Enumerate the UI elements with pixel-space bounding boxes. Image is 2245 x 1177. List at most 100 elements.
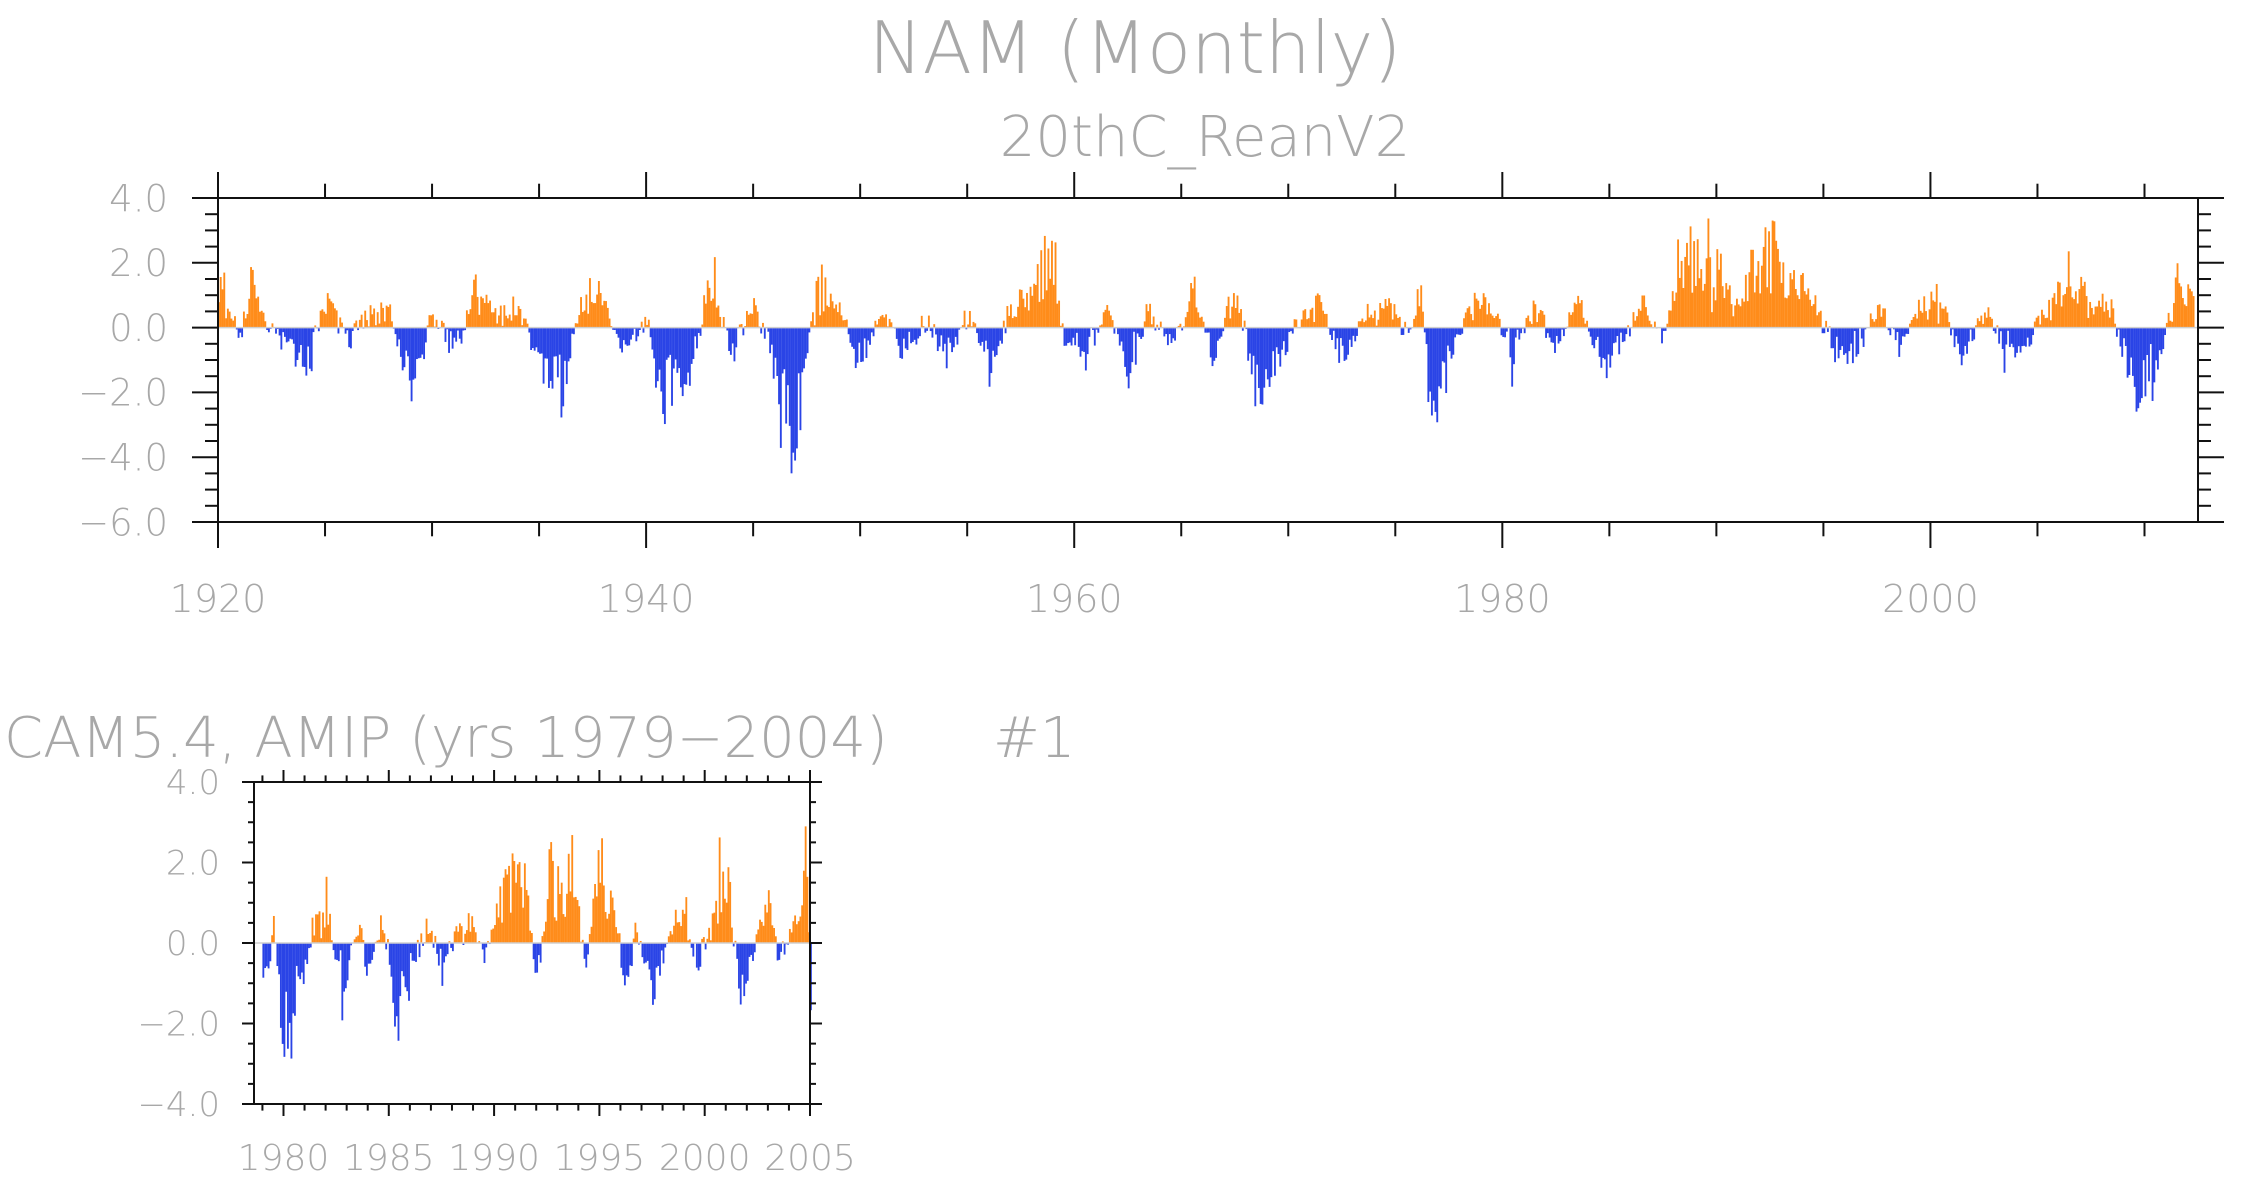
bar bbox=[678, 327, 681, 369]
bar bbox=[770, 327, 773, 345]
bar bbox=[1443, 327, 1446, 363]
bar bbox=[567, 853, 570, 943]
bar bbox=[683, 327, 686, 385]
bar bbox=[551, 327, 554, 389]
bar bbox=[1354, 327, 1357, 342]
bar bbox=[608, 913, 611, 943]
bar bbox=[1475, 298, 1478, 328]
bar bbox=[1714, 300, 1717, 328]
bar bbox=[1580, 300, 1583, 328]
bar bbox=[763, 327, 766, 339]
bar bbox=[1586, 320, 1589, 328]
bar bbox=[981, 327, 984, 342]
bar bbox=[1552, 327, 1555, 343]
bar bbox=[427, 933, 430, 943]
bar bbox=[492, 312, 495, 328]
bar bbox=[1802, 273, 1804, 328]
bar bbox=[1662, 327, 1665, 331]
bar bbox=[2180, 286, 2183, 328]
bar bbox=[1236, 295, 1239, 328]
bar bbox=[1839, 327, 1842, 350]
bar bbox=[2174, 277, 2177, 328]
bar bbox=[767, 890, 770, 943]
bar bbox=[812, 312, 814, 328]
bar bbox=[1653, 321, 1656, 328]
bar bbox=[408, 943, 410, 1001]
bar bbox=[630, 327, 632, 340]
bar bbox=[474, 932, 477, 943]
bar bbox=[1504, 327, 1506, 338]
bar bbox=[717, 305, 720, 328]
bar bbox=[1627, 325, 1630, 328]
bar bbox=[1322, 310, 1325, 328]
bar bbox=[492, 928, 495, 943]
bar bbox=[1247, 327, 1250, 361]
bar bbox=[531, 327, 534, 349]
bar bbox=[360, 314, 363, 328]
bar bbox=[895, 327, 898, 339]
bar bbox=[699, 943, 702, 967]
bar bbox=[1575, 304, 1578, 328]
bar bbox=[2173, 303, 2175, 328]
bar bbox=[1694, 285, 1697, 328]
bar bbox=[902, 327, 905, 339]
bar bbox=[2024, 327, 2027, 347]
bar bbox=[511, 853, 514, 943]
bar bbox=[776, 327, 779, 376]
bar bbox=[967, 324, 970, 328]
bar bbox=[1190, 283, 1193, 328]
bar bbox=[1523, 327, 1526, 334]
bar bbox=[1452, 327, 1455, 355]
bar bbox=[1413, 318, 1416, 328]
bar bbox=[239, 327, 242, 333]
bar bbox=[490, 929, 493, 943]
bar bbox=[2033, 321, 2036, 328]
bar bbox=[1042, 299, 1044, 328]
bar bbox=[1065, 327, 1068, 346]
bar bbox=[631, 327, 634, 335]
bar bbox=[1272, 327, 1275, 352]
bar bbox=[432, 314, 434, 328]
bar bbox=[1618, 327, 1621, 355]
bar bbox=[1554, 327, 1556, 353]
bar bbox=[595, 896, 598, 943]
bar bbox=[523, 863, 526, 943]
bar bbox=[627, 943, 630, 977]
bar bbox=[1152, 316, 1155, 328]
bar bbox=[1538, 313, 1540, 328]
bar bbox=[847, 327, 850, 335]
bar bbox=[1473, 292, 1476, 328]
bar bbox=[751, 313, 754, 328]
bar bbox=[1946, 312, 1949, 328]
bar bbox=[699, 327, 702, 336]
bar bbox=[872, 327, 875, 337]
bar bbox=[965, 327, 968, 330]
bar bbox=[904, 327, 907, 349]
y-tick-label: −2.0 bbox=[78, 372, 168, 415]
bar bbox=[592, 303, 595, 328]
bar bbox=[527, 895, 530, 943]
bar bbox=[526, 323, 529, 328]
bar bbox=[1721, 286, 1724, 328]
bar bbox=[1177, 325, 1180, 328]
bar bbox=[558, 327, 561, 355]
bar bbox=[696, 327, 698, 349]
bar bbox=[1951, 327, 1954, 330]
bar bbox=[336, 943, 338, 960]
bar bbox=[803, 327, 805, 369]
bar bbox=[851, 327, 854, 347]
bar bbox=[614, 327, 616, 330]
bar bbox=[676, 327, 679, 373]
bar bbox=[300, 327, 302, 346]
bar bbox=[1350, 327, 1353, 347]
bar bbox=[720, 912, 723, 943]
bar bbox=[1348, 327, 1351, 340]
bar bbox=[306, 943, 309, 965]
bar bbox=[562, 914, 565, 943]
bar bbox=[441, 943, 444, 986]
bar bbox=[643, 943, 646, 964]
bar bbox=[535, 327, 538, 348]
bar bbox=[844, 320, 846, 328]
bar bbox=[1254, 327, 1257, 407]
bar bbox=[1015, 316, 1018, 328]
